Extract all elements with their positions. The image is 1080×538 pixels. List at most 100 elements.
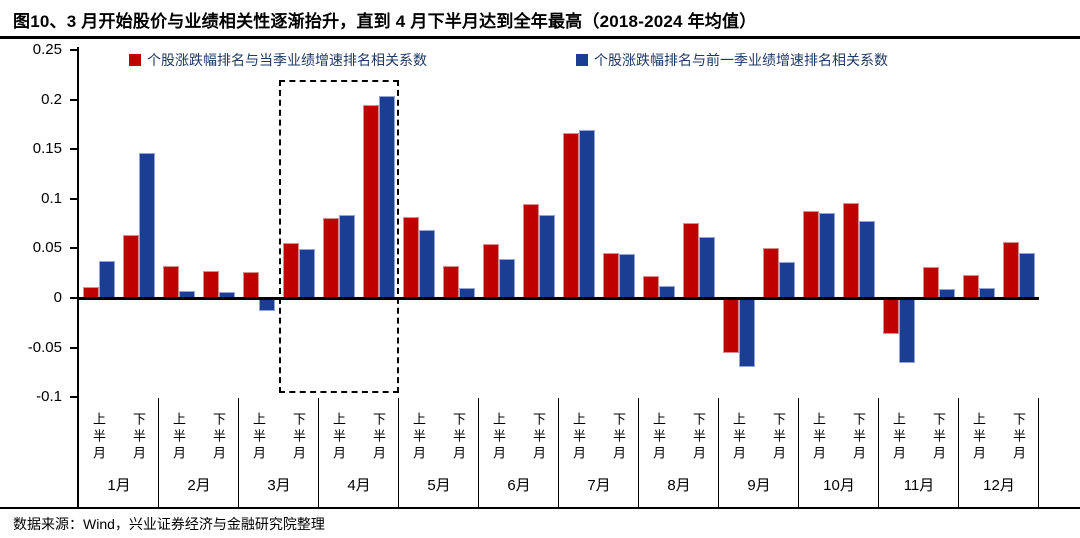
axis-label-month: 3月 — [267, 477, 291, 494]
bar-current-9月下半月 — [763, 248, 779, 298]
bar-previous-9月上半月 — [739, 299, 755, 368]
bar-current-2月下半月 — [203, 271, 219, 298]
axis-label-halfmonth: 上半月 — [571, 411, 586, 463]
axis-label-halfmonth: 上半月 — [251, 411, 266, 463]
month-separator — [797, 398, 799, 508]
bar-current-7月下半月 — [603, 253, 619, 298]
bar-current-12月上半月 — [963, 275, 979, 298]
bar-current-5月上半月 — [403, 216, 419, 298]
y-tick — [70, 98, 78, 101]
y-tick — [70, 49, 78, 52]
x-axis-zero-line — [77, 297, 1039, 300]
y-tick-label: 0 — [53, 289, 62, 306]
axis-label-halfmonth: 下半月 — [611, 411, 626, 463]
data-source: 数据来源：Wind，兴业证券经济与金融研究院整理 — [13, 516, 325, 532]
axis-label-halfmonth: 上半月 — [411, 411, 426, 463]
axis-label-halfmonth: 下半月 — [691, 411, 706, 463]
bar-previous-1月下半月 — [139, 153, 155, 298]
bar-current-5月下半月 — [443, 266, 459, 298]
bar-current-1月下半月 — [123, 234, 139, 298]
y-tick — [70, 148, 78, 151]
axis-label-month: 1月 — [107, 477, 131, 494]
month-separator — [317, 398, 319, 508]
axis-label-month: 5月 — [427, 477, 451, 494]
axis-label-halfmonth: 上半月 — [91, 411, 106, 463]
bar-current-7月上半月 — [563, 132, 579, 298]
bar-previous-3月上半月 — [259, 299, 275, 311]
month-separator — [477, 398, 479, 508]
y-tick — [70, 396, 78, 399]
axis-label-halfmonth: 下半月 — [451, 411, 466, 463]
bar-previous-7月上半月 — [579, 129, 595, 298]
bar-previous-11月上半月 — [899, 299, 915, 364]
y-tick-label: 0.2 — [41, 90, 62, 108]
bar-previous-6月上半月 — [499, 259, 515, 298]
axis-label-halfmonth: 下半月 — [931, 411, 946, 463]
bar-current-10月下半月 — [843, 202, 859, 298]
bar-current-12月下半月 — [1003, 241, 1019, 298]
axis-label-halfmonth: 下半月 — [771, 411, 786, 463]
y-tick — [70, 346, 78, 349]
axis-label-month: 10月 — [823, 477, 855, 494]
bar-previous-6月下半月 — [539, 214, 555, 298]
axis-label-month: 11月 — [903, 477, 935, 494]
legend-item-current-quarter: 个股涨跌幅排名与当季业绩增速排名相关系数 — [129, 52, 427, 68]
y-tick-label: 0.25 — [32, 41, 62, 59]
axis-label-month: 12月 — [983, 477, 1015, 494]
bar-current-11月下半月 — [923, 267, 939, 298]
bar-previous-9月下半月 — [779, 262, 795, 298]
bar-previous-8月下半月 — [699, 236, 715, 298]
axis-label-halfmonth: 下半月 — [131, 411, 146, 463]
axis-label-halfmonth: 下半月 — [1011, 411, 1026, 463]
axis-label-halfmonth: 上半月 — [811, 411, 826, 463]
axis-label-month: 4月 — [347, 477, 371, 494]
axis-label-month: 7月 — [587, 477, 611, 494]
month-separator — [397, 398, 399, 508]
y-tick-label: 0.05 — [32, 239, 62, 257]
bar-current-2月上半月 — [163, 266, 179, 298]
axis-label-month: 8月 — [667, 477, 691, 494]
month-separator — [877, 398, 879, 508]
axis-label-month: 6月 — [507, 477, 531, 494]
bar-current-8月上半月 — [643, 276, 659, 298]
axis-label-halfmonth: 上半月 — [971, 411, 986, 463]
bar-current-6月上半月 — [483, 244, 499, 298]
month-separator — [1037, 398, 1039, 508]
bar-current-11月上半月 — [883, 299, 899, 334]
highlight-box-3月下半月-4月下半月 — [279, 79, 399, 394]
legend-item-previous-quarter: 个股涨跌幅排名与前一季业绩增速排名相关系数 — [576, 52, 888, 68]
y-tick-label: -0.05 — [27, 338, 62, 356]
bar-previous-10月上半月 — [819, 212, 835, 298]
axis-label-month: 9月 — [747, 477, 771, 494]
y-tick-label: -0.1 — [36, 388, 62, 406]
y-axis — [77, 47, 79, 508]
axis-label-halfmonth: 上半月 — [331, 411, 346, 463]
month-separator — [717, 398, 719, 508]
month-separator — [157, 398, 159, 508]
bar-current-8月下半月 — [683, 222, 699, 298]
axis-label-halfmonth: 上半月 — [491, 411, 506, 463]
legend-label: 个股涨跌幅排名与当季业绩增速排名相关系数 — [147, 52, 427, 68]
bar-previous-5月上半月 — [419, 229, 435, 298]
axis-label-halfmonth: 上半月 — [171, 411, 186, 463]
bar-previous-10月下半月 — [859, 220, 875, 298]
axis-label-halfmonth: 下半月 — [851, 411, 866, 463]
bar-previous-7月下半月 — [619, 254, 635, 298]
axis-label-halfmonth: 上半月 — [731, 411, 746, 463]
title-divider — [0, 36, 1080, 39]
y-tick — [70, 297, 78, 299]
bar-current-10月上半月 — [803, 210, 819, 298]
legend-swatch-red — [129, 54, 141, 66]
y-tick-label: 0.1 — [41, 189, 62, 207]
month-separator — [637, 398, 639, 508]
legend-label: 个股涨跌幅排名与前一季业绩增速排名相关系数 — [594, 52, 888, 68]
axis-label-halfmonth: 下半月 — [211, 411, 226, 463]
legend-swatch-blue — [576, 54, 588, 66]
axis-label-halfmonth: 下半月 — [371, 411, 386, 463]
axis-label-halfmonth: 下半月 — [531, 411, 546, 463]
bar-chart: 个股涨跌幅排名与当季业绩增速排名相关系数 个股涨跌幅排名与前一季业绩增速排名相关… — [0, 40, 1080, 538]
figure-title: 图10、3 月开始股价与业绩相关性逐渐抬升，直到 4 月下半月达到全年最高（20… — [13, 12, 757, 31]
month-separator — [957, 398, 959, 508]
month-separator — [557, 398, 559, 508]
